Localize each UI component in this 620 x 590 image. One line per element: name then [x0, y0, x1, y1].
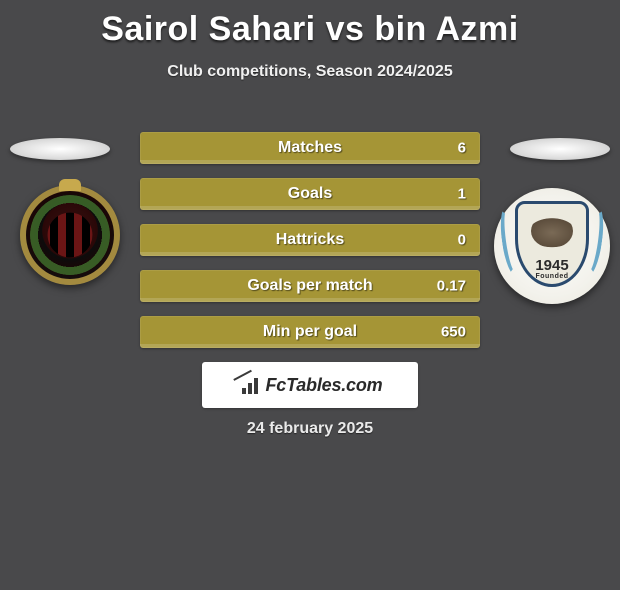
player-photo-slot-right [510, 138, 610, 160]
subtitle: Club competitions, Season 2024/2025 [0, 63, 620, 81]
club-crest-left-icon [20, 185, 120, 285]
stat-value: 0 [458, 232, 466, 249]
stat-label: Min per goal [140, 323, 480, 341]
stat-value: 650 [441, 324, 466, 341]
stat-value: 1 [458, 186, 466, 203]
stat-value: 6 [458, 140, 466, 157]
stat-row: Goals per match 0.17 [140, 270, 480, 302]
crest-banner: Founded [521, 273, 583, 280]
club-crest-right-icon: Founded [494, 188, 610, 304]
stat-row: Min per goal 650 [140, 316, 480, 348]
player-photo-slot-left [10, 138, 110, 160]
bar-chart-icon [238, 376, 260, 394]
stat-value: 0.17 [437, 278, 466, 295]
date-label: 24 february 2025 [0, 420, 620, 438]
stats-bars: Matches 6 Goals 1 Hattricks 0 Goals per … [140, 132, 480, 362]
stat-label: Matches [140, 139, 480, 157]
stat-row: Goals 1 [140, 178, 480, 210]
stat-label: Goals [140, 185, 480, 203]
stat-label: Goals per match [140, 277, 480, 295]
page-title: Sairol Sahari vs bin Azmi [0, 10, 620, 49]
branding-link[interactable]: FcTables.com [202, 362, 418, 408]
stat-row: Hattricks 0 [140, 224, 480, 256]
stat-label: Hattricks [140, 231, 480, 249]
branding-text: FcTables.com [266, 375, 383, 396]
stat-row: Matches 6 [140, 132, 480, 164]
